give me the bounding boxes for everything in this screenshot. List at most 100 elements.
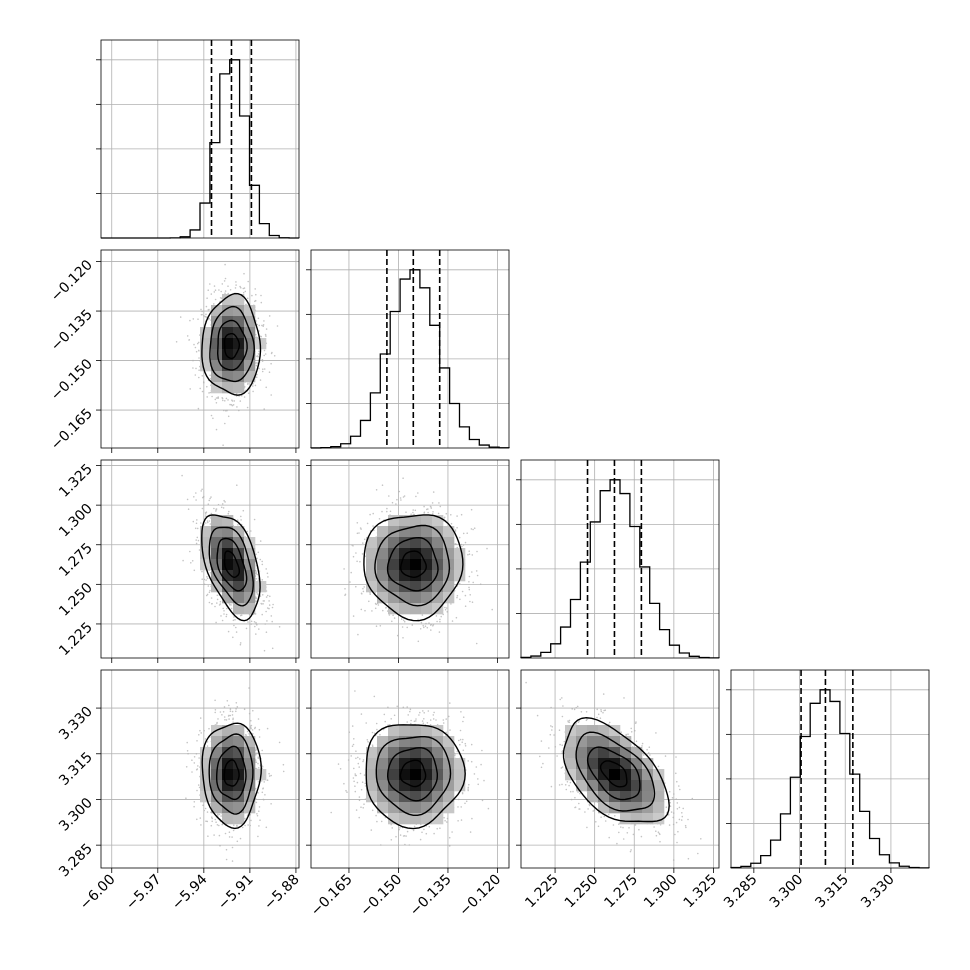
density-cell bbox=[609, 758, 621, 770]
density-cell bbox=[233, 526, 245, 538]
density-cell bbox=[244, 371, 256, 383]
density-cell bbox=[233, 371, 245, 383]
density-cell bbox=[200, 360, 212, 372]
density-cell bbox=[454, 559, 466, 571]
density-cell bbox=[388, 791, 400, 803]
density-cell bbox=[576, 736, 588, 748]
contour-line bbox=[375, 736, 452, 816]
density-cell bbox=[211, 526, 223, 538]
density-cell bbox=[631, 747, 643, 759]
scatter-frame-3-2 bbox=[520, 669, 720, 869]
density-cell bbox=[244, 537, 256, 549]
density-cell bbox=[222, 769, 234, 781]
density-cell bbox=[399, 780, 411, 792]
density-cell bbox=[388, 548, 400, 560]
density-cell bbox=[410, 581, 422, 593]
density-cell bbox=[410, 570, 422, 582]
density-cell bbox=[609, 769, 621, 781]
density-cell bbox=[233, 548, 245, 560]
density-cell bbox=[222, 725, 234, 737]
density-cell bbox=[200, 327, 212, 339]
contour-line bbox=[575, 731, 656, 812]
x-tick-label: 1.300 bbox=[641, 872, 681, 912]
histogram-frame-3 bbox=[730, 669, 930, 869]
density-cell bbox=[377, 570, 389, 582]
density-cell bbox=[642, 791, 654, 803]
contour-line bbox=[374, 524, 451, 607]
density-cell bbox=[598, 736, 610, 748]
density-cell bbox=[399, 736, 411, 748]
density-cell bbox=[432, 802, 444, 814]
contour-line bbox=[201, 722, 263, 830]
density-cell bbox=[432, 592, 444, 604]
density-cell bbox=[642, 780, 654, 792]
density-cell bbox=[211, 371, 223, 383]
density-cell bbox=[443, 526, 455, 538]
scatter-panel-3-2 bbox=[516, 670, 719, 873]
density-cell bbox=[609, 791, 621, 803]
density-cell bbox=[377, 802, 389, 814]
density-cell bbox=[233, 747, 245, 759]
density-cell bbox=[377, 592, 389, 604]
density-cell bbox=[653, 780, 665, 792]
density-cell bbox=[211, 802, 223, 814]
density-cell bbox=[432, 725, 444, 737]
density-cell bbox=[399, 559, 411, 571]
density-cell bbox=[399, 725, 411, 737]
density-cell bbox=[211, 316, 223, 328]
density-cell bbox=[211, 780, 223, 792]
contour-line bbox=[201, 514, 261, 622]
density-cell bbox=[211, 570, 223, 582]
density-cell bbox=[443, 548, 455, 560]
density-cell bbox=[211, 349, 223, 361]
y-tick-label: 3.300 bbox=[56, 795, 96, 835]
density-cell bbox=[233, 592, 245, 604]
density-cell bbox=[233, 537, 245, 549]
scatter-frame-2-1 bbox=[310, 459, 510, 659]
density-cell bbox=[421, 570, 433, 582]
x-tick-label: −0.120 bbox=[456, 872, 504, 920]
density-cell bbox=[399, 813, 411, 825]
density-cell bbox=[377, 548, 389, 560]
density-cell bbox=[244, 338, 256, 350]
density-cell bbox=[432, 603, 444, 615]
density-cell bbox=[432, 780, 444, 792]
density-cell bbox=[211, 382, 223, 394]
density-cell bbox=[587, 747, 599, 759]
density-cell bbox=[233, 725, 245, 737]
density-cell bbox=[233, 294, 245, 306]
density-cell bbox=[211, 758, 223, 770]
density-cell bbox=[410, 736, 422, 748]
density-cell bbox=[410, 802, 422, 814]
density-cell bbox=[631, 769, 643, 781]
density-cell bbox=[620, 747, 632, 759]
density-cell bbox=[432, 537, 444, 549]
x-tick-label: −6.00 bbox=[77, 872, 119, 914]
x-tick-label: −5.97 bbox=[123, 872, 165, 914]
density-cell bbox=[233, 581, 245, 593]
density-cell bbox=[410, 758, 422, 770]
histogram-bars bbox=[730, 689, 930, 869]
density-cell bbox=[222, 515, 234, 527]
density-cell bbox=[454, 769, 466, 781]
density-cell bbox=[598, 747, 610, 759]
density-cell bbox=[421, 802, 433, 814]
density-cell bbox=[631, 802, 643, 814]
density-cell bbox=[565, 747, 577, 759]
contour-line bbox=[586, 746, 641, 801]
density-cell bbox=[366, 780, 378, 792]
density-cell bbox=[454, 548, 466, 560]
density-cell bbox=[222, 371, 234, 383]
density-cell bbox=[366, 559, 378, 571]
density-cell bbox=[233, 758, 245, 770]
density-cell bbox=[421, 769, 433, 781]
density-cell bbox=[432, 791, 444, 803]
histogram-frame-0 bbox=[100, 39, 300, 239]
density-cell bbox=[233, 316, 245, 328]
y-tick-label: 1.300 bbox=[56, 501, 96, 541]
density-cell bbox=[388, 603, 400, 615]
x-tick-label: −0.135 bbox=[407, 872, 455, 920]
density-cell bbox=[620, 802, 632, 814]
x-tick-label: 1.325 bbox=[681, 872, 721, 912]
density-cell bbox=[454, 780, 466, 792]
